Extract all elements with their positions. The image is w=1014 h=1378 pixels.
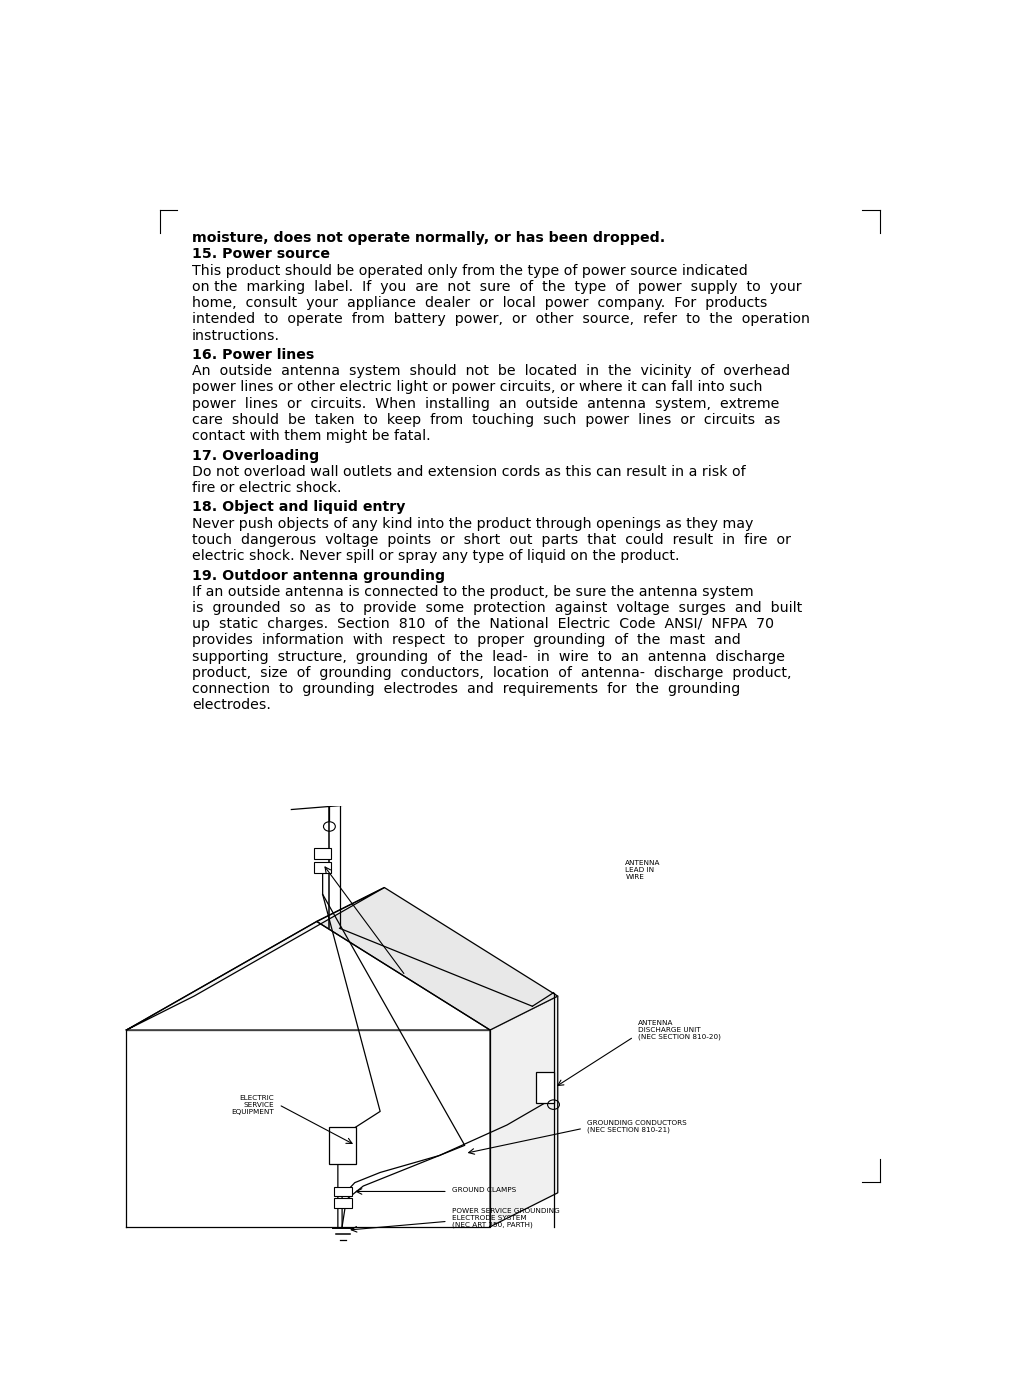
Text: fire or electric shock.: fire or electric shock. — [192, 481, 342, 495]
Text: moisture, does not operate normally, or has been dropped.: moisture, does not operate normally, or … — [192, 232, 665, 245]
Text: instructions.: instructions. — [192, 328, 280, 343]
Text: power lines or other electric light or power circuits, or where it can fall into: power lines or other electric light or p… — [192, 380, 763, 394]
Text: Do not overload wall outlets and extension cords as this can result in a risk of: Do not overload wall outlets and extensi… — [192, 464, 745, 478]
Text: ELECTRIC
SERVICE
EQUIPMENT: ELECTRIC SERVICE EQUIPMENT — [231, 1094, 275, 1115]
Text: supporting  structure,  grounding  of  the  lead-  in  wire  to  an  antenna  di: supporting structure, grounding of the l… — [192, 650, 785, 664]
Text: up  static  charges.  Section  810  of  the  National  Electric  Code  ANSI/  NF: up static charges. Section 810 of the Na… — [192, 617, 774, 631]
Text: This product should be operated only from the type of power source indicated: This product should be operated only fro… — [192, 263, 747, 277]
Polygon shape — [127, 887, 384, 1029]
Polygon shape — [490, 996, 558, 1226]
Text: GROUND
CLAMP: GROUND CLAMP — [369, 962, 402, 976]
Text: GROUNDING CONDUCTORS
(NEC SECTION 810-21): GROUNDING CONDUCTORS (NEC SECTION 810-21… — [587, 1119, 687, 1133]
Text: touch  dangerous  voltage  points  or  short  out  parts  that  could  result  i: touch dangerous voltage points or short … — [192, 533, 791, 547]
Bar — [334, 1199, 352, 1207]
Bar — [329, 1127, 356, 1164]
Text: GROUND CLAMPS: GROUND CLAMPS — [452, 1186, 516, 1193]
Text: product,  size  of  grounding  conductors,  location  of  antenna-  discharge  p: product, size of grounding conductors, l… — [192, 666, 792, 679]
Text: power  lines  or  circuits.  When  installing  an  outside  antenna  system,  ex: power lines or circuits. When installing… — [192, 397, 780, 411]
Text: intended  to  operate  from  battery  power,  or  other  source,  refer  to  the: intended to operate from battery power, … — [192, 313, 810, 327]
Text: ANTENNA
LEAD IN
WIRE: ANTENNA LEAD IN WIRE — [626, 860, 661, 881]
Text: contact with them might be fatal.: contact with them might be fatal. — [192, 429, 431, 444]
Text: 15. Power source: 15. Power source — [192, 248, 330, 262]
Text: Never push objects of any kind into the product through openings as they may: Never push objects of any kind into the … — [192, 517, 753, 531]
Text: connection  to  grounding  electrodes  and  requirements  for  the  grounding: connection to grounding electrodes and r… — [192, 682, 740, 696]
Text: 5: 5 — [515, 1182, 524, 1197]
Text: electric shock. Never spill or spray any type of liquid on the product.: electric shock. Never spill or spray any… — [192, 550, 679, 564]
Text: electrodes.: electrodes. — [192, 699, 271, 712]
Text: is  grounded  so  as  to  provide  some  protection  against  voltage  surges  a: is grounded so as to provide some protec… — [192, 601, 802, 615]
Text: An  outside  antenna  system  should  not  be  located  in  the  vicinity  of  o: An outside antenna system should not be … — [192, 364, 790, 378]
Text: on the  marking  label.  If  you  are  not  sure  of  the  type  of  power  supp: on the marking label. If you are not sur… — [192, 280, 802, 294]
Text: 17. Overloading: 17. Overloading — [192, 449, 319, 463]
Bar — [314, 861, 332, 872]
Text: care  should  be  taken  to  keep  from  touching  such  power  lines  or  circu: care should be taken to keep from touchi… — [192, 413, 781, 427]
Text: 19. Outdoor antenna grounding: 19. Outdoor antenna grounding — [192, 569, 445, 583]
Text: ANTENNA
DISCHARGE UNIT
(NEC SECTION 810-20): ANTENNA DISCHARGE UNIT (NEC SECTION 810-… — [638, 1020, 721, 1040]
Text: provides  information  with  respect  to  proper  grounding  of  the  mast  and: provides information with respect to pro… — [192, 634, 740, 648]
Polygon shape — [316, 887, 558, 1029]
Polygon shape — [127, 1029, 490, 1226]
Bar — [334, 1186, 352, 1196]
Text: home,  consult  your  appliance  dealer  or  local  power  company.  For  produc: home, consult your appliance dealer or l… — [192, 296, 768, 310]
Text: 18. Object and liquid entry: 18. Object and liquid entry — [192, 500, 406, 514]
Polygon shape — [127, 922, 490, 1029]
Text: 16. Power lines: 16. Power lines — [192, 349, 314, 362]
Bar — [314, 849, 332, 858]
Bar — [535, 1072, 555, 1102]
Text: If an outside antenna is connected to the product, be sure the antenna system: If an outside antenna is connected to th… — [192, 584, 753, 599]
Text: POWER SERVICE GROUNDING
ELECTRODE SYSTEM
(NEC ART 250, PARTH): POWER SERVICE GROUNDING ELECTRODE SYSTEM… — [452, 1207, 560, 1228]
